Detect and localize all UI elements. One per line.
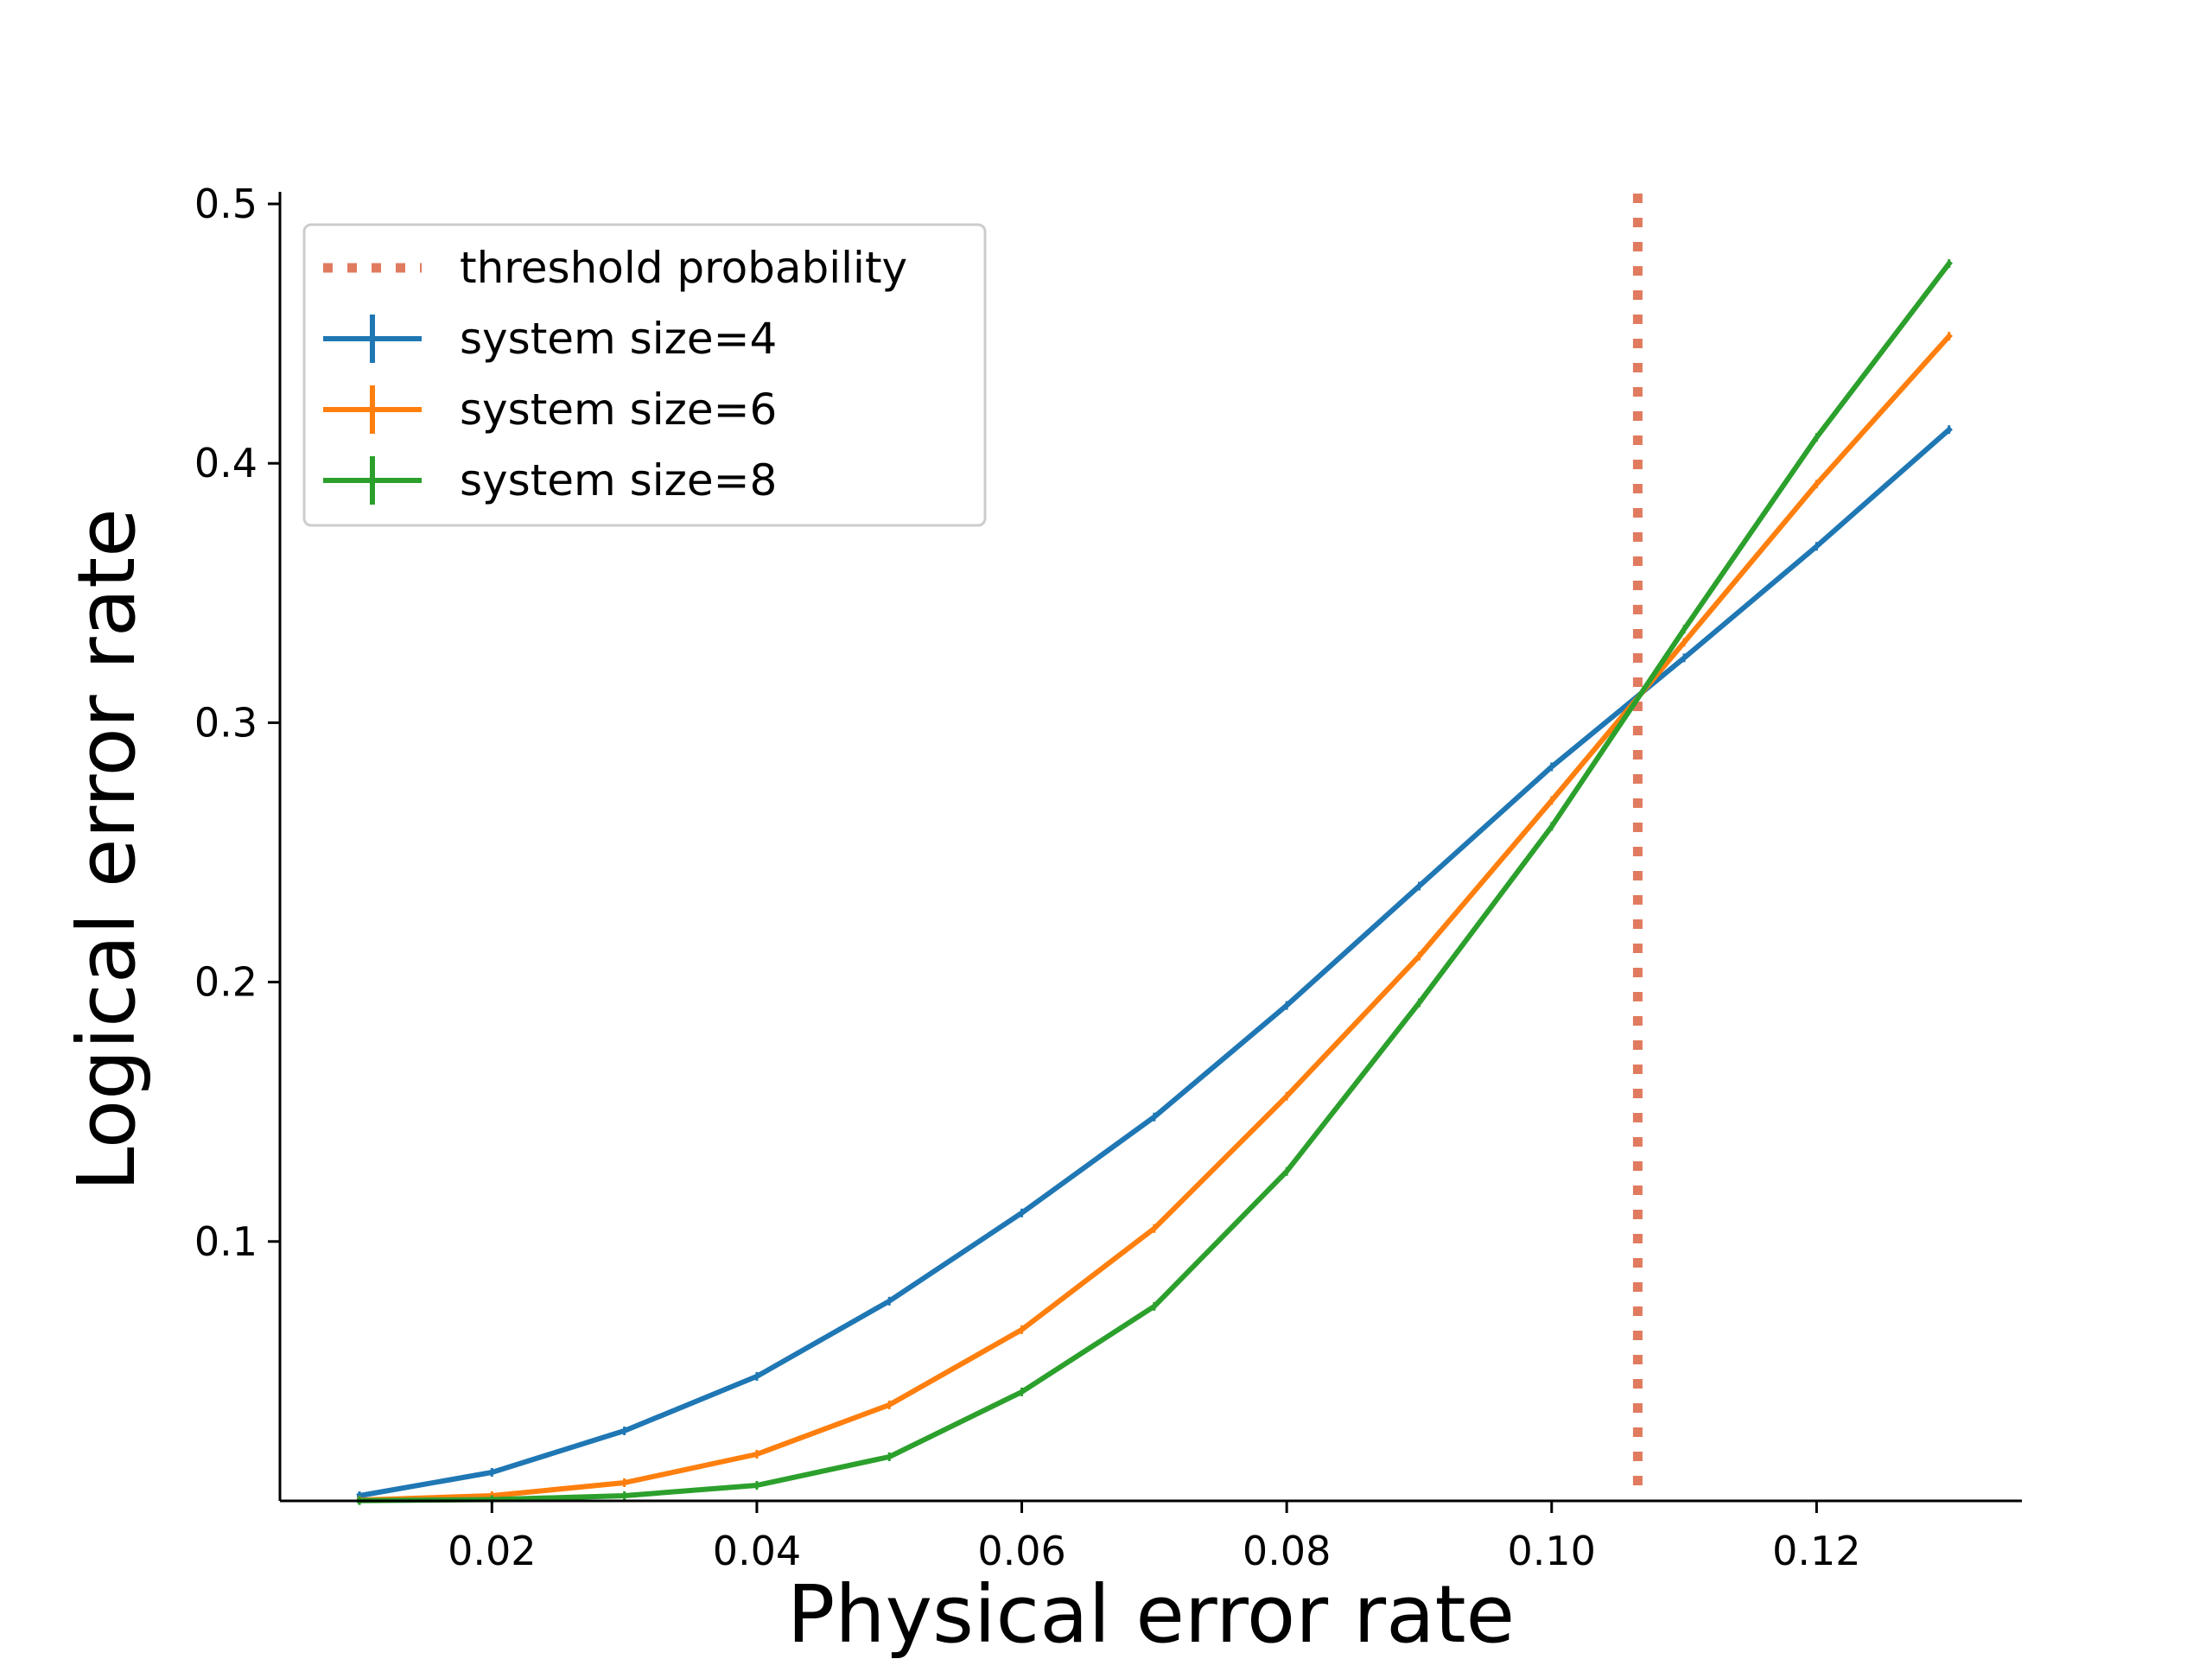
x-tick-label: 0.10: [1508, 1528, 1596, 1574]
legend-entry: system size=8: [323, 455, 777, 505]
legend-box: [302, 223, 987, 527]
legend-entry: threshold probability: [323, 243, 907, 293]
y-tick-label: 0.5: [194, 181, 257, 227]
x-tick-label: 0.12: [1772, 1528, 1860, 1574]
legend-entry: system size=6: [323, 385, 777, 435]
x-axis-title: Physical error rate: [787, 1568, 1515, 1659]
y-axis-title: Logical error rate: [60, 508, 153, 1192]
y-tick-label: 0.3: [194, 699, 257, 746]
x-tick-label: 0.06: [977, 1528, 1065, 1574]
legend-label: system size=6: [460, 385, 777, 435]
legend-label: threshold probability: [460, 243, 907, 293]
y-tick-label: 0.2: [194, 959, 257, 1006]
legend-label: system size=4: [460, 314, 777, 364]
x-tick-label: 0.08: [1243, 1528, 1331, 1574]
axes: 0.02 0.04 0.06 0.08 0.10 0.12 0.1 0.2 0.3 0.4 0.5: [194, 181, 2022, 1574]
legend-entry: system size=4: [323, 314, 777, 364]
legend-label: system size=8: [460, 455, 777, 505]
plot-area: [356, 194, 1953, 1505]
legend: threshold probability system size=4 system…: [302, 223, 987, 527]
y-tick-label: 0.1: [194, 1218, 257, 1265]
x-tick-label: 0.02: [448, 1528, 536, 1574]
y-tick-label: 0.4: [194, 440, 257, 486]
x-tick-label: 0.04: [713, 1528, 801, 1574]
